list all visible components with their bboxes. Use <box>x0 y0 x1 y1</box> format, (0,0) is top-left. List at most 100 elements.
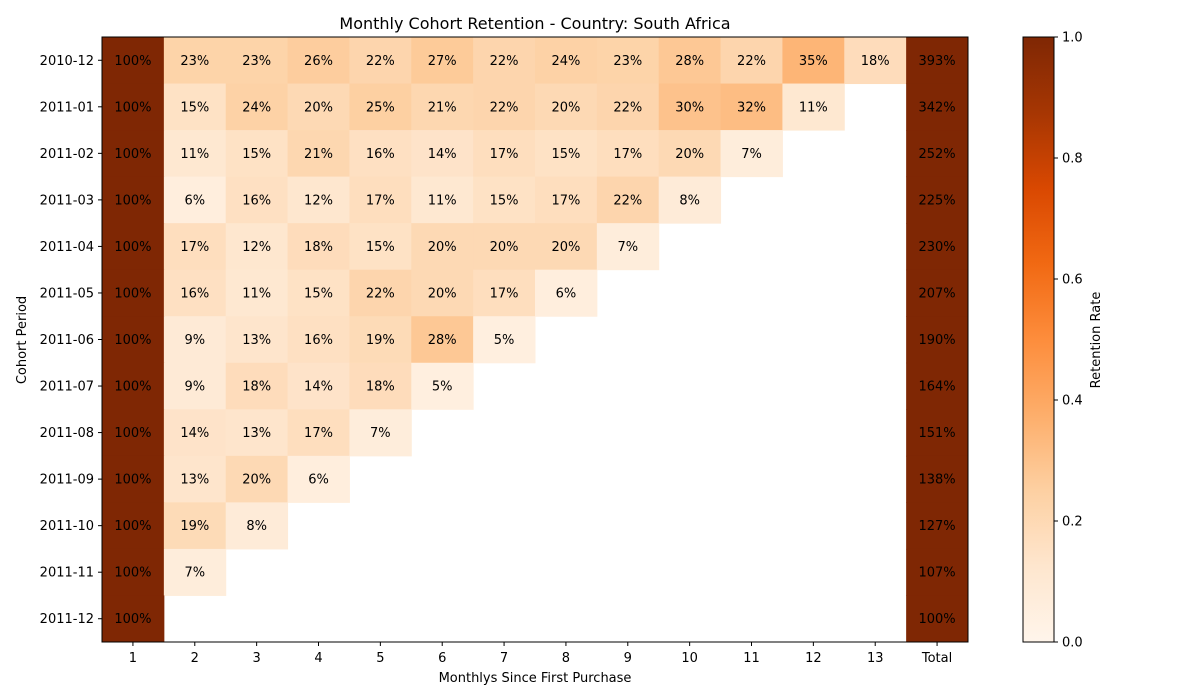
heatmap-cell <box>102 269 165 317</box>
heatmap-cell <box>906 37 969 85</box>
heatmap-cell <box>411 130 474 178</box>
cell-value-label: 8% <box>679 193 700 208</box>
heatmap-cell <box>473 269 536 317</box>
cell-value-label: 32% <box>737 100 766 115</box>
cell-value-label: 15% <box>242 147 271 162</box>
cell-value-label: 24% <box>242 100 271 115</box>
heatmap-cell <box>596 176 660 224</box>
heatmap-cell <box>535 83 598 131</box>
cell-value-label: 22% <box>613 100 642 115</box>
heatmap-cell <box>225 409 289 457</box>
heatmap-cell <box>287 37 350 85</box>
cell-value-label: 164% <box>918 380 955 395</box>
heatmap-cell <box>163 548 227 596</box>
heatmap-cell <box>411 223 474 271</box>
heatmap-cell <box>906 269 969 317</box>
heatmap-cell <box>906 83 969 131</box>
cell-value-label: 18% <box>861 54 890 69</box>
heatmap-cell <box>163 269 227 317</box>
cell-value-label: 24% <box>551 54 580 69</box>
cell-value-label: 23% <box>242 54 271 69</box>
x-axis-label: Monthlys Since First Purchase <box>439 671 632 686</box>
cell-value-label: 28% <box>428 333 457 348</box>
heatmap-cell <box>287 176 350 224</box>
y-tick-label: 2011-11 <box>40 566 94 581</box>
cell-value-label: 15% <box>366 240 395 255</box>
heatmap-cell <box>535 269 598 317</box>
cell-value-label: 12% <box>304 193 333 208</box>
cell-value-label: 20% <box>675 147 704 162</box>
heatmap-cells <box>102 37 969 643</box>
heatmap-cell <box>782 83 845 131</box>
colorbar-tick-label: 0.2 <box>1062 515 1083 530</box>
cell-value-label: 17% <box>180 240 209 255</box>
cell-value-label: 7% <box>184 566 205 581</box>
cell-value-label: 18% <box>242 380 271 395</box>
heatmap-cell <box>535 223 598 271</box>
heatmap-cell <box>658 130 722 178</box>
x-tick-label: 11 <box>743 651 760 666</box>
heatmap-cell <box>658 176 722 224</box>
cell-value-label: 17% <box>490 147 519 162</box>
heatmap-cell <box>473 37 536 85</box>
cell-value-label: 6% <box>308 473 329 488</box>
cell-value-label: 20% <box>428 240 457 255</box>
heatmap-cell <box>163 316 227 364</box>
cell-value-label: 25% <box>366 100 395 115</box>
x-axis-ticks: 1 2 3 4 5 6 7 8 9 10 11 12 13 Total <box>129 642 952 666</box>
heatmap-cell <box>102 548 165 596</box>
heatmap-cell <box>535 130 598 178</box>
colorbar-tick-label: 0.0 <box>1062 636 1083 651</box>
cell-value-label: 5% <box>432 380 453 395</box>
heatmap-cell <box>411 316 474 364</box>
cell-value-label: 14% <box>428 147 457 162</box>
cell-value-label: 26% <box>304 54 333 69</box>
heatmap-cell <box>349 83 412 131</box>
heatmap-cell <box>225 455 289 503</box>
cell-value-label: 100% <box>114 54 151 69</box>
cell-value-label: 16% <box>180 286 209 301</box>
heatmap-cell <box>906 455 969 503</box>
colorbar-tick-label: 0.6 <box>1062 273 1083 288</box>
cell-value-label: 23% <box>180 54 209 69</box>
heatmap-cell-labels: 100% 23% 23% 26% 22% 27% 22% 24% 23% 28% 22% 35% 18%… <box>114 54 955 627</box>
cell-value-label: 28% <box>675 54 704 69</box>
cell-value-label: 22% <box>366 286 395 301</box>
cell-value-label: 20% <box>551 100 580 115</box>
y-tick-label: 2010-12 <box>40 54 94 69</box>
cell-value-label: 11% <box>799 100 828 115</box>
cell-value-label: 13% <box>180 473 209 488</box>
heatmap-cell <box>906 502 969 550</box>
heatmap-cell <box>287 269 350 317</box>
heatmap-cell <box>720 37 783 85</box>
heatmap-cell <box>102 130 165 178</box>
heatmap-cell <box>349 362 412 410</box>
heatmap-cell <box>906 130 969 178</box>
colorbar <box>1022 36 1055 643</box>
heatmap-cell <box>102 83 165 131</box>
heatmap-cell <box>349 130 412 178</box>
x-tick-label: 12 <box>805 651 822 666</box>
y-tick-label: 2011-04 <box>40 240 94 255</box>
heatmap-cell <box>906 223 969 271</box>
y-axis-label: Cohort Period <box>15 296 30 384</box>
cell-value-label: 15% <box>304 286 333 301</box>
cell-value-label: 14% <box>304 380 333 395</box>
heatmap-cell <box>163 176 227 224</box>
cell-value-label: 22% <box>613 193 642 208</box>
cell-value-label: 100% <box>114 426 151 441</box>
heatmap-cell <box>225 502 289 550</box>
cell-value-label: 15% <box>551 147 580 162</box>
y-tick-label: 2011-10 <box>40 519 94 534</box>
cell-value-label: 27% <box>428 54 457 69</box>
heatmap-cell <box>349 409 412 457</box>
x-tick-label: 13 <box>867 651 884 666</box>
cell-value-label: 22% <box>490 100 519 115</box>
cell-value-label: 15% <box>180 100 209 115</box>
heatmap-cell <box>906 548 969 596</box>
cell-value-label: 20% <box>551 240 580 255</box>
x-tick-label: 8 <box>562 651 570 666</box>
cell-value-label: 18% <box>304 240 333 255</box>
heatmap-cell <box>102 37 165 85</box>
